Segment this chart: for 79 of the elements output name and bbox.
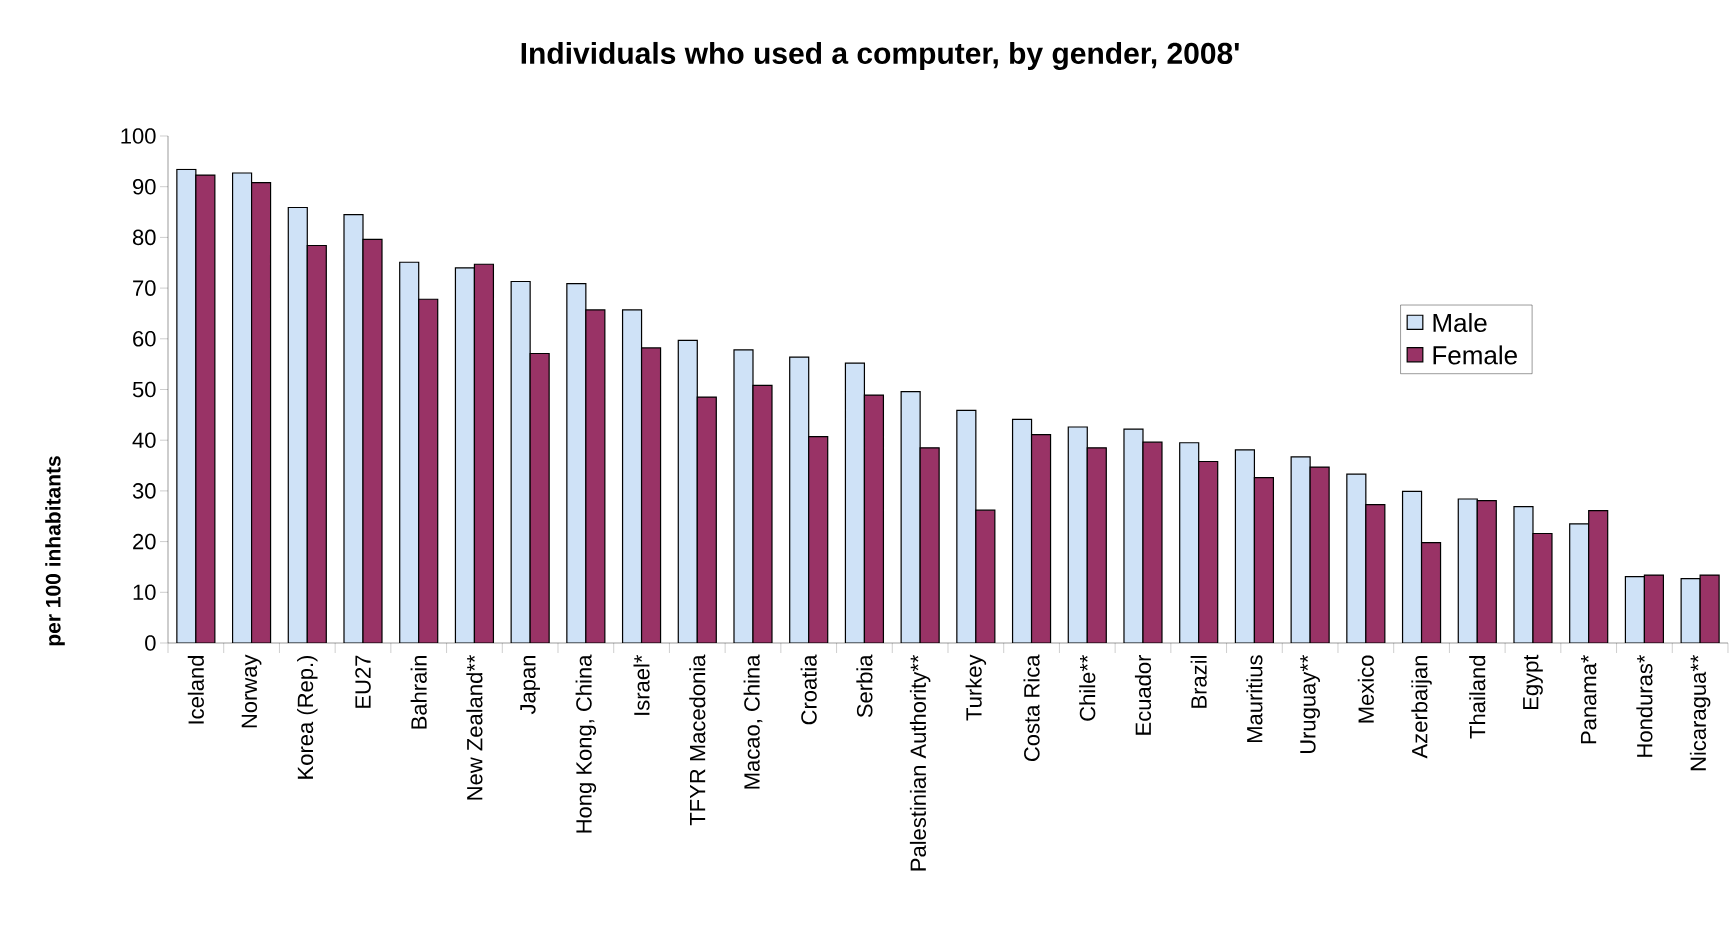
x-tick-label: Uruguay** <box>1300 654 1320 754</box>
bar <box>1067 426 1088 643</box>
bar <box>1624 575 1646 643</box>
y-tick-label: 70 <box>133 280 156 296</box>
bar <box>454 267 476 643</box>
bar <box>473 263 495 643</box>
y-tick-label: 0 <box>145 635 156 651</box>
bar <box>975 509 996 643</box>
x-tick-label: Mauritius <box>1246 655 1263 742</box>
x-tick-label: EU27 <box>355 655 371 708</box>
x-tick-label: Macao, China <box>743 654 763 789</box>
bar <box>1234 449 1256 643</box>
bar <box>621 309 643 643</box>
bar <box>696 396 717 643</box>
legend-label: Male <box>1433 313 1487 333</box>
x-tick-label: Croatia <box>800 654 817 725</box>
x-tick-label: Serbia <box>856 654 873 718</box>
y-tick-label: 100 <box>121 128 156 144</box>
bar <box>1569 523 1590 643</box>
x-tick-label: Bahrain <box>410 655 427 729</box>
bar <box>808 436 829 643</box>
x-tick-label: Egypt <box>1523 654 1543 709</box>
bar <box>1030 434 1052 643</box>
bar <box>1588 510 1609 643</box>
x-tick-label: Turkey <box>965 654 987 721</box>
bar <box>1420 542 1442 643</box>
bar <box>863 394 885 643</box>
bar <box>1086 447 1107 643</box>
x-tick-label: Norway <box>241 654 262 728</box>
y-axis-title: per 100 inhabitants <box>45 456 65 646</box>
x-tick-label: Mexico <box>1357 655 1374 723</box>
x-tick-label: Honduras* <box>1636 654 1653 757</box>
y-tick-label: 50 <box>132 381 156 398</box>
x-tick-label: Azerbaijan <box>1411 655 1432 759</box>
x-tick-label: Nicaragua** <box>1689 654 1711 771</box>
bar <box>399 261 420 643</box>
legend-label: Female <box>1433 345 1517 365</box>
x-tick-label: Brazil <box>1190 656 1207 708</box>
bar <box>306 244 327 643</box>
bar <box>1346 473 1367 643</box>
y-tick-label: 10 <box>133 584 156 601</box>
bar <box>1253 477 1275 643</box>
x-tick-label: Korea (Rep.) <box>297 655 318 779</box>
bar <box>1643 574 1665 643</box>
x-tick-label: Thailand <box>1469 655 1486 739</box>
bar <box>956 409 977 643</box>
x-tick-label: Hong Kong, China <box>575 654 597 833</box>
x-tick-label: Costa Rica <box>1023 654 1040 762</box>
bar <box>418 298 439 643</box>
bar <box>789 356 810 643</box>
y-tick-label: 20 <box>133 533 156 550</box>
x-tick-label: TFYR Macedonia <box>689 654 706 826</box>
bar <box>1401 490 1423 643</box>
bar <box>250 182 272 643</box>
x-tick-label: Israel* <box>633 654 650 715</box>
bar <box>1476 499 1497 643</box>
bar <box>1011 418 1033 643</box>
bar <box>231 172 253 643</box>
bar <box>1457 498 1478 643</box>
x-tick-label: New Zealand** <box>466 654 483 800</box>
chart-title: Individuals who used a computer, by gender, 2008' <box>521 41 1239 71</box>
x-tick-label: Chile** <box>1079 654 1096 721</box>
y-tick-label: 30 <box>132 483 156 499</box>
x-tick-label: Iceland <box>187 655 204 724</box>
bar <box>844 362 866 643</box>
bar <box>1179 442 1200 643</box>
bar <box>640 347 662 643</box>
y-tick-label: 90 <box>133 178 156 195</box>
y-tick-label: 60 <box>133 331 156 347</box>
bar <box>287 206 308 643</box>
x-tick-label: Palestinian Authority** <box>909 654 931 871</box>
x-tick-label: Panama* <box>1581 654 1597 744</box>
bar <box>1198 460 1219 643</box>
bar <box>1365 503 1386 643</box>
y-tick-label: 40 <box>132 432 156 448</box>
x-tick-label: Japan <box>520 655 540 715</box>
x-tick-label: Ecuador <box>1134 654 1152 735</box>
y-tick-label: 80 <box>132 229 156 246</box>
bar <box>677 339 698 643</box>
